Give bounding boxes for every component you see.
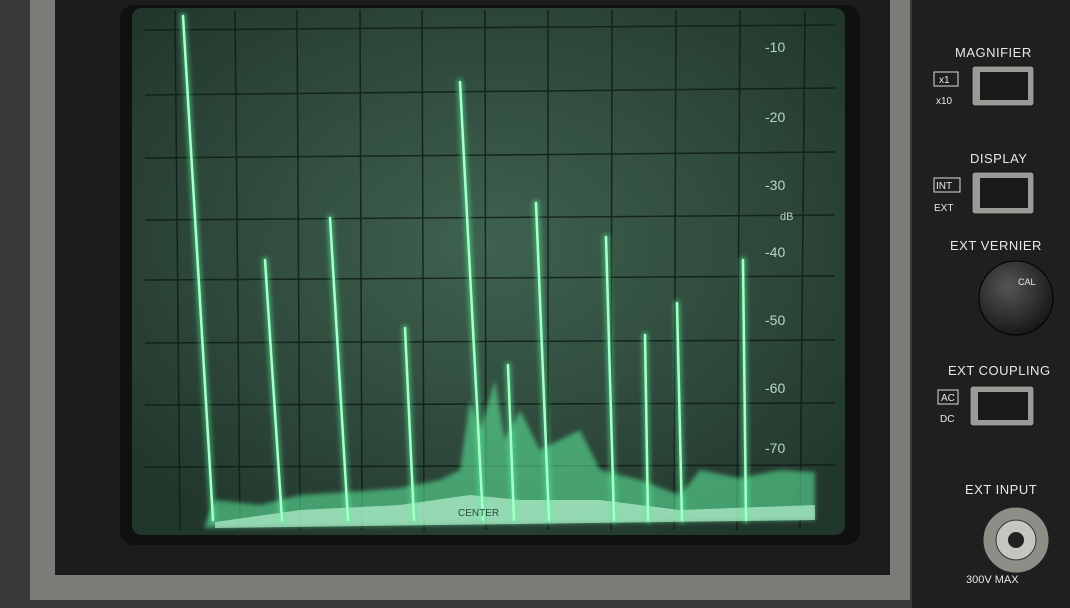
bnc-pin: [1008, 532, 1024, 548]
scale-unit: dB: [780, 211, 793, 223]
knob-label: CAL: [1018, 277, 1036, 287]
option-label: INT: [936, 181, 952, 192]
graticule: [144, 9, 836, 531]
control-label: EXT COUPLING: [948, 363, 1051, 378]
option-box: [933, 71, 959, 87]
scale-label: -40: [765, 244, 785, 260]
button-face: [978, 392, 1028, 420]
option-label: DC: [940, 414, 954, 425]
option-label: EXT: [934, 203, 953, 214]
option-label: AC: [941, 393, 955, 404]
scale-label: -70: [765, 440, 785, 456]
button-face: [980, 72, 1028, 100]
control-label: DISPLAY: [970, 151, 1027, 166]
control-label: EXT INPUT: [965, 482, 1037, 497]
vernier-knob[interactable]: [978, 260, 1054, 336]
option-box: [937, 389, 959, 405]
scale-label: -10: [765, 39, 785, 55]
option-box: [933, 177, 961, 193]
control-label: MAGNIFIER: [955, 45, 1032, 60]
center-label: CENTER: [458, 508, 499, 519]
input-rating: 300V MAX: [966, 574, 1019, 586]
option-label: x1: [939, 75, 950, 86]
spectral-lines: [179, 12, 750, 524]
option-label: x10: [936, 96, 953, 107]
control-label: EXT VERNIER: [950, 238, 1042, 253]
button-face: [980, 178, 1028, 208]
scale-label: -60: [765, 380, 785, 396]
scale-label: -20: [765, 109, 785, 125]
scale-label: -30: [765, 177, 785, 193]
scale-label: -50: [765, 312, 785, 328]
